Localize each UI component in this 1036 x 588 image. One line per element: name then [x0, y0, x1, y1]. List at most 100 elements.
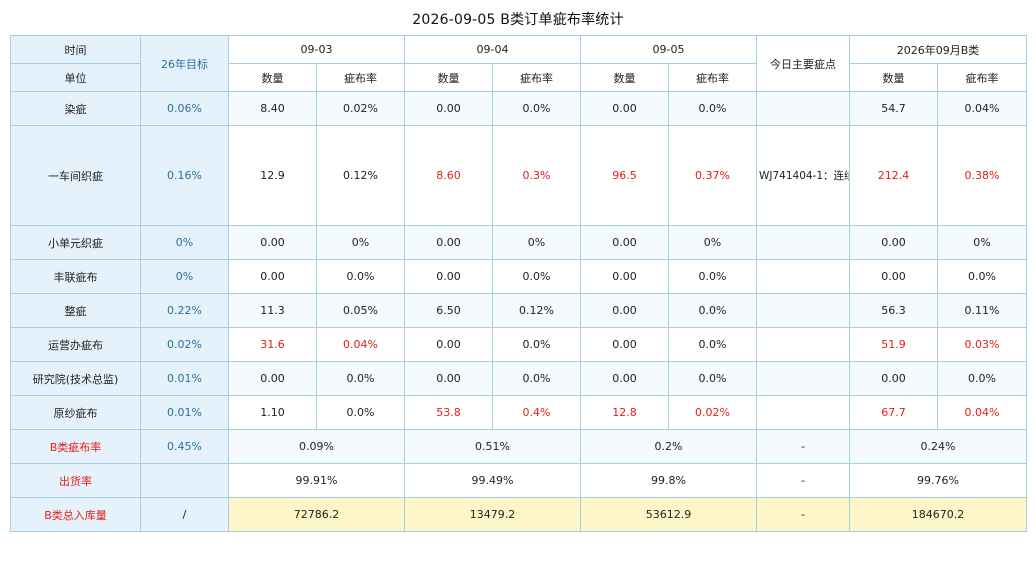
summary-row-b-rate: B类疵布率 0.45% 0.09% 0.51% 0.2% - 0.24%: [10, 429, 1028, 464]
cell-qty: 12.8: [580, 395, 669, 430]
table-row: 原纱疵布 0.01% 1.10 0.0% 53.8 0.4% 12.8 0.02…: [10, 395, 1028, 430]
cell-qty: 0.00: [228, 225, 317, 260]
row-target: 0.02%: [140, 327, 229, 362]
row-target: 0.06%: [140, 91, 229, 126]
row-target: /: [140, 497, 229, 532]
cell-note: [756, 91, 850, 126]
cell-rate: 0.02%: [668, 395, 757, 430]
row-target: [140, 463, 229, 498]
target-header: 26年目标: [140, 35, 229, 92]
unit-header: 单位: [10, 63, 141, 92]
date-header-1: 09-03: [228, 35, 405, 64]
cell-note: [756, 361, 850, 396]
cell-qty: 96.5: [580, 125, 669, 226]
date-header-2: 09-04: [404, 35, 581, 64]
table-row: 染疵 0.06% 8.40 0.02% 0.00 0.0% 0.00 0.0% …: [10, 91, 1028, 126]
cell-qty: 53.8: [404, 395, 493, 430]
table-row: 丰联疵布 0% 0.00 0.0% 0.00 0.0% 0.00 0.0% 0.…: [10, 259, 1028, 294]
table-row: 一车间织疵 0.16% 12.9 0.12% 8.60 0.3% 96.5 0.…: [10, 125, 1028, 226]
cell-month-rate: 0.04%: [936, 395, 1028, 430]
cell-month-rate: 0.0%: [936, 259, 1028, 294]
cell-qty: 0.00: [228, 259, 317, 294]
cell-qty: 0.00: [228, 361, 317, 396]
time-header: 时间: [10, 35, 141, 64]
summary-month: 0.24%: [848, 429, 1028, 464]
summary-row-ship-rate: 出货率 99.91% 99.49% 99.8% - 99.76%: [10, 463, 1028, 498]
cell-note: [756, 293, 850, 328]
cell-rate: 0.0%: [492, 91, 581, 126]
cell-rate: 0.37%: [668, 125, 757, 226]
cell-qty: 8.60: [404, 125, 493, 226]
cell-month-rate: 0.0%: [936, 361, 1028, 396]
summary-day-2: 13479.2: [404, 497, 581, 532]
summary-day-1: 0.09%: [228, 429, 405, 464]
cell-qty: 12.9: [228, 125, 317, 226]
defect-rate-table: 时间 26年目标 09-03 09-04 09-05 今日主要疵点 2026年0…: [10, 35, 1028, 532]
cell-qty: 0.00: [404, 327, 493, 362]
table-row: 整疵 0.22% 11.3 0.05% 6.50 0.12% 0.00 0.0%…: [10, 293, 1028, 328]
summary-day-3: 0.2%: [580, 429, 757, 464]
rate-header: 疵布率: [492, 63, 581, 92]
cell-month-qty: 0.00: [849, 225, 938, 260]
date-header-3: 09-05: [580, 35, 757, 64]
table-row: 研究院(技术总监) 0.01% 0.00 0.0% 0.00 0.0% 0.00…: [10, 361, 1028, 396]
cell-month-rate: 0.04%: [936, 91, 1028, 126]
rate-header: 疵布率: [316, 63, 405, 92]
cell-qty: 8.40: [228, 91, 317, 126]
rate-header: 疵布率: [936, 63, 1028, 92]
qty-header: 数量: [849, 63, 938, 92]
summary-day-3: 53612.9: [580, 497, 757, 532]
cell-rate: 0.04%: [316, 327, 405, 362]
cell-rate: 0%: [316, 225, 405, 260]
qty-header: 数量: [404, 63, 493, 92]
summary-month: 184670.2: [848, 497, 1028, 532]
cell-month-rate: 0%: [936, 225, 1028, 260]
cell-note: [756, 225, 850, 260]
cell-note: [756, 327, 850, 362]
cell-qty: 0.00: [580, 327, 669, 362]
cell-note: [756, 259, 850, 294]
cell-rate: 0%: [492, 225, 581, 260]
row-target: 0.16%: [140, 125, 229, 226]
summary-day-1: 99.91%: [228, 463, 405, 498]
summary-month: 99.76%: [848, 463, 1028, 498]
cell-rate: 0.0%: [316, 361, 405, 396]
cell-rate: 0.4%: [492, 395, 581, 430]
cell-month-qty: 0.00: [849, 259, 938, 294]
summary-row-total-stock: B类总入库量 / 72786.2 13479.2 53612.9 - 18467…: [10, 497, 1028, 532]
cell-month-qty: 67.7: [849, 395, 938, 430]
summary-note: -: [756, 463, 850, 498]
cell-qty: 0.00: [580, 361, 669, 396]
cell-rate: 0.0%: [668, 327, 757, 362]
cell-rate: 0.0%: [668, 361, 757, 396]
row-label: 原纱疵布: [10, 395, 141, 430]
row-label: B类总入库量: [10, 497, 141, 532]
cell-qty: 0.00: [580, 225, 669, 260]
summary-note: -: [756, 497, 850, 532]
cell-rate: 0.05%: [316, 293, 405, 328]
main-defect-header: 今日主要疵点: [756, 35, 850, 92]
cell-month-rate: 0.38%: [936, 125, 1028, 226]
row-label: 染疵: [10, 91, 141, 126]
table-row: 小单元织疵 0% 0.00 0% 0.00 0% 0.00 0% 0.00 0%: [10, 225, 1028, 260]
cell-month-rate: 0.03%: [936, 327, 1028, 362]
cell-qty: 0.00: [580, 259, 669, 294]
cell-rate: 0.12%: [316, 125, 405, 226]
cell-qty: 0.00: [404, 259, 493, 294]
month-header: 2026年09月B类: [848, 35, 1028, 64]
cell-qty: 31.6: [228, 327, 317, 362]
cell-qty: 0.00: [404, 361, 493, 396]
row-label: 研究院(技术总监): [10, 361, 141, 396]
cell-qty: 0.00: [580, 91, 669, 126]
row-label: 运营办疵布: [10, 327, 141, 362]
row-target: 0.01%: [140, 361, 229, 396]
row-label: 出货率: [10, 463, 141, 498]
row-target: 0.01%: [140, 395, 229, 430]
row-label: 小单元织疵: [10, 225, 141, 260]
summary-day-2: 0.51%: [404, 429, 581, 464]
cell-rate: 0.12%: [492, 293, 581, 328]
row-target: 0%: [140, 259, 229, 294]
cell-qty: 0.00: [580, 293, 669, 328]
cell-qty: 0.00: [404, 225, 493, 260]
cell-month-qty: 212.4: [849, 125, 938, 226]
